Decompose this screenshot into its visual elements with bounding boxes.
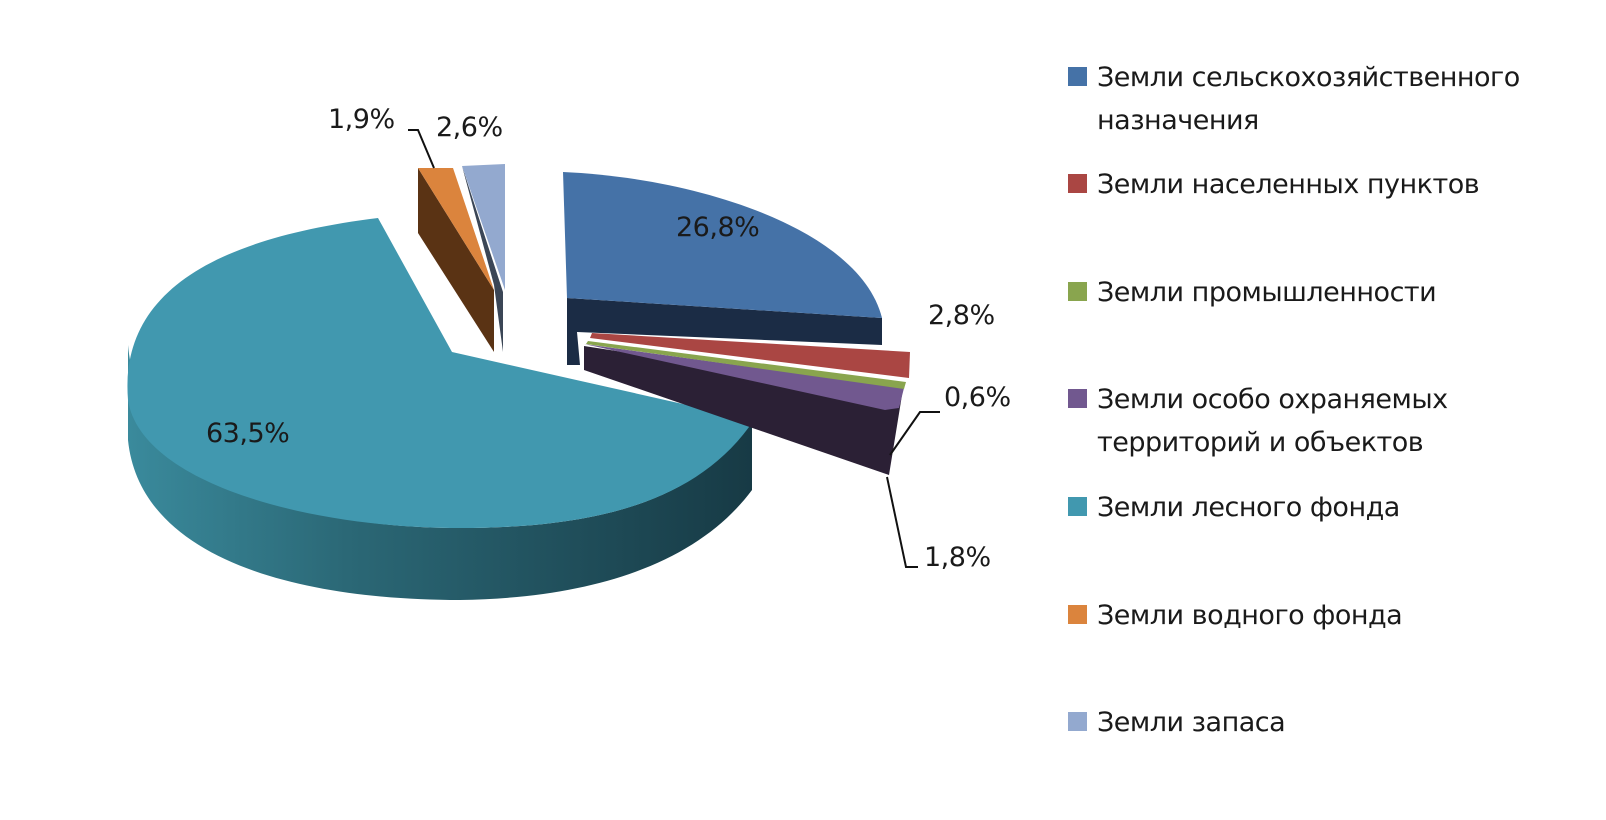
legend-label: Земли промышленности bbox=[1097, 277, 1437, 308]
legend-label: Земли лесного фонда bbox=[1097, 492, 1400, 523]
legend-item-agricultural[interactable]: Земли сельскохозяйственного назначения bbox=[1068, 56, 1587, 142]
legend-label: Земли населенных пунктов bbox=[1097, 169, 1480, 200]
slice-reserve-top bbox=[462, 164, 505, 290]
slice-agricultural-top bbox=[563, 172, 882, 318]
label-industry: 0,6% bbox=[944, 382, 1011, 413]
slice-forest-top bbox=[127, 218, 754, 528]
label-forest: 63,5% bbox=[206, 418, 290, 449]
leader-line-water bbox=[408, 129, 435, 169]
legend-swatch-forest bbox=[1068, 497, 1087, 516]
legend-label: Земли запаса bbox=[1097, 707, 1286, 738]
slice-water-side bbox=[418, 168, 494, 352]
label-protected: 1,8% bbox=[924, 542, 991, 573]
slice-water[interactable] bbox=[418, 168, 494, 352]
slice-agricultural[interactable] bbox=[563, 172, 882, 365]
slice-protected-top bbox=[584, 344, 904, 410]
legend-label: Земли особо охраняемых территорий и объе… bbox=[1097, 384, 1448, 458]
legend-item-settlements[interactable]: Земли населенных пунктов bbox=[1068, 163, 1587, 206]
slice-reserve[interactable] bbox=[462, 164, 505, 352]
legend-swatch-protected bbox=[1068, 389, 1087, 408]
slice-industry[interactable] bbox=[586, 341, 906, 389]
pie-chart bbox=[127, 129, 940, 600]
legend-swatch-water bbox=[1068, 605, 1087, 624]
slice-protected-side bbox=[584, 346, 902, 475]
label-agricultural: 26,8% bbox=[676, 212, 760, 243]
leader-line-protected bbox=[886, 476, 918, 568]
legend-item-water[interactable]: Земли водного фонда bbox=[1068, 594, 1587, 637]
leader-line-industry bbox=[889, 411, 940, 456]
slice-protected[interactable] bbox=[584, 344, 904, 475]
legend-swatch-agricultural bbox=[1068, 67, 1087, 86]
label-settlements: 2,8% bbox=[928, 300, 995, 331]
label-reserve: 2,6% bbox=[436, 112, 503, 143]
legend-item-forest[interactable]: Земли лесного фонда bbox=[1068, 486, 1587, 529]
legend-item-industry[interactable]: Земли промышленности bbox=[1068, 271, 1587, 314]
legend-item-protected[interactable]: Земли особо охраняемых территорий и объе… bbox=[1068, 378, 1497, 464]
slice-agricultural-side bbox=[567, 298, 882, 365]
legend-swatch-reserve bbox=[1068, 712, 1087, 731]
label-water: 1,9% bbox=[328, 104, 395, 135]
slice-forest-side bbox=[128, 345, 752, 600]
legend-swatch-settlements bbox=[1068, 174, 1087, 193]
legend-label: Земли сельскохозяйственного назначения bbox=[1097, 62, 1520, 136]
slice-forest[interactable] bbox=[127, 218, 754, 600]
legend-swatch-industry bbox=[1068, 282, 1087, 301]
legend-label: Земли водного фонда bbox=[1097, 600, 1403, 631]
slice-settlements[interactable] bbox=[590, 333, 910, 378]
slice-water-top bbox=[418, 168, 494, 290]
legend-item-reserve[interactable]: Земли запаса bbox=[1068, 701, 1587, 744]
